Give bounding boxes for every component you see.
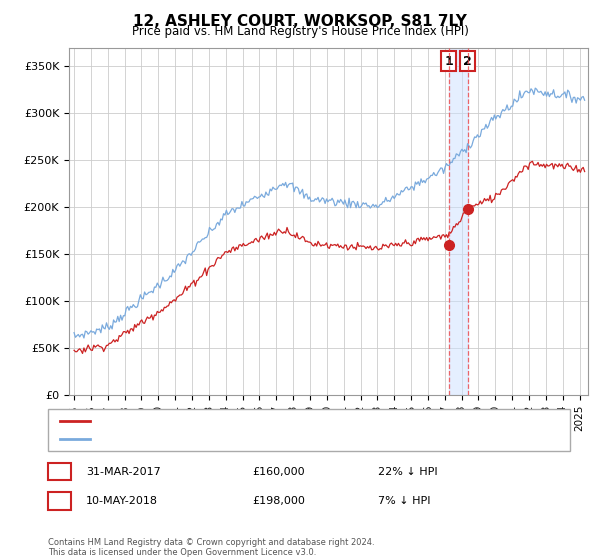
Text: 22% ↓ HPI: 22% ↓ HPI xyxy=(378,466,437,477)
Text: 10-MAY-2018: 10-MAY-2018 xyxy=(86,496,158,506)
Bar xyxy=(580,48,588,395)
Text: 12, ASHLEY COURT, WORKSOP, S81 7LY: 12, ASHLEY COURT, WORKSOP, S81 7LY xyxy=(133,14,467,29)
Text: £198,000: £198,000 xyxy=(252,496,305,506)
Text: £160,000: £160,000 xyxy=(252,466,305,477)
Text: Price paid vs. HM Land Registry's House Price Index (HPI): Price paid vs. HM Land Registry's House … xyxy=(131,25,469,38)
Text: 2: 2 xyxy=(55,494,64,508)
Text: 31-MAR-2017: 31-MAR-2017 xyxy=(86,466,161,477)
Text: 1: 1 xyxy=(445,54,454,68)
Text: 7% ↓ HPI: 7% ↓ HPI xyxy=(378,496,431,506)
Text: Contains HM Land Registry data © Crown copyright and database right 2024.
This d: Contains HM Land Registry data © Crown c… xyxy=(48,538,374,557)
Text: 2: 2 xyxy=(463,54,472,68)
Text: 1: 1 xyxy=(55,465,64,478)
Text: 12, ASHLEY COURT, WORKSOP, S81 7LY (detached house): 12, ASHLEY COURT, WORKSOP, S81 7LY (deta… xyxy=(99,416,400,426)
Text: HPI: Average price, detached house, Bassetlaw: HPI: Average price, detached house, Bass… xyxy=(99,434,345,444)
Bar xyxy=(449,48,467,395)
